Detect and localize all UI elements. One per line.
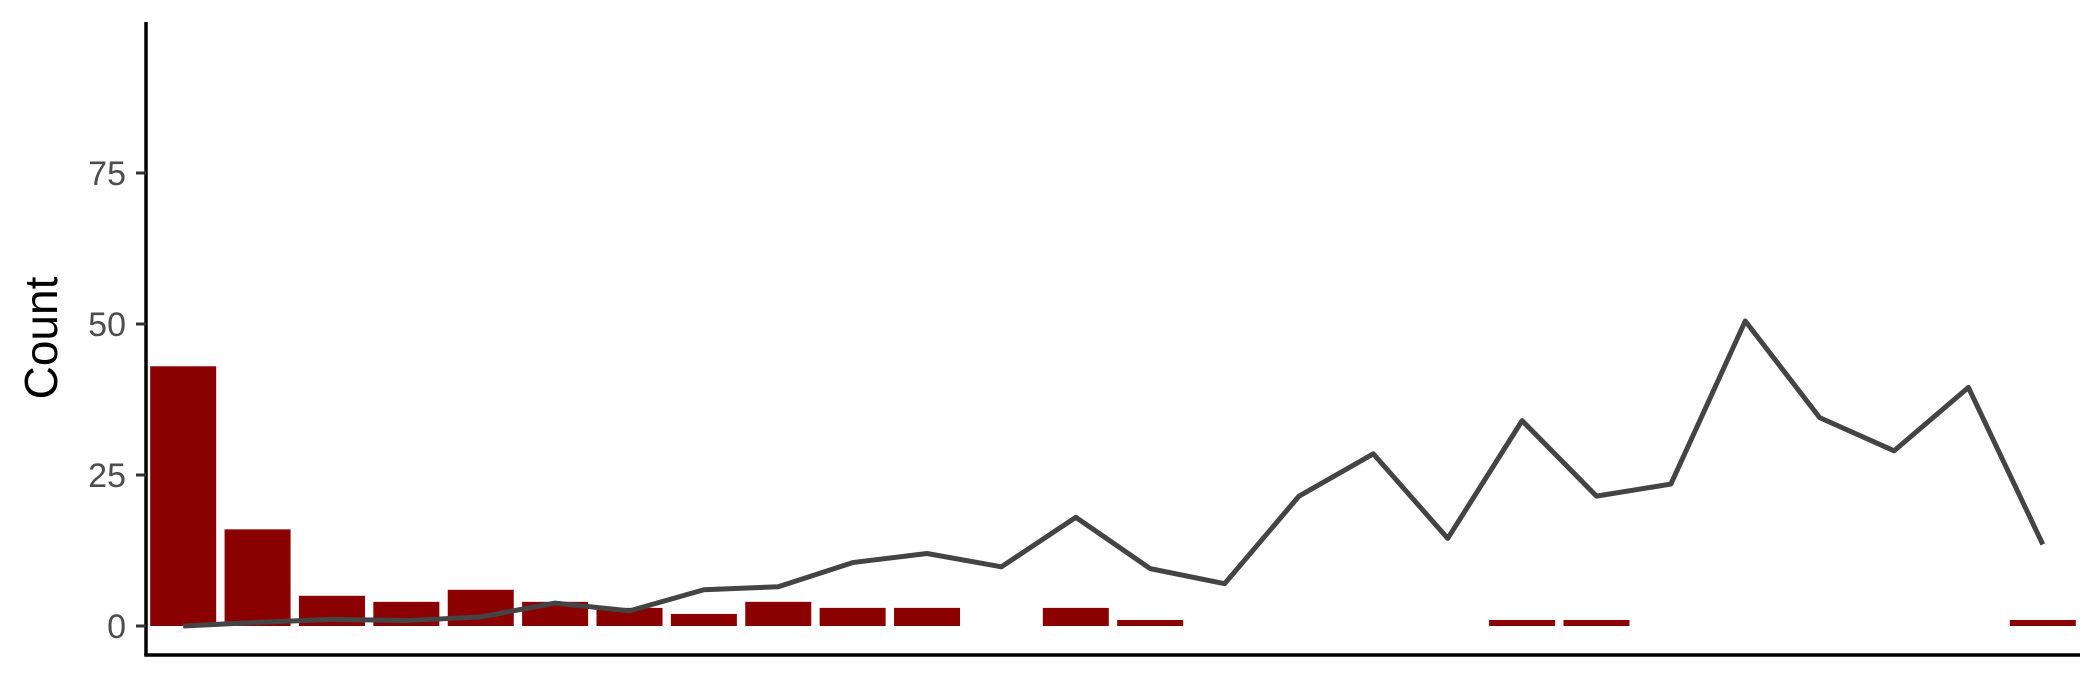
- bar: [894, 607, 961, 626]
- bar: [1563, 619, 1630, 626]
- y-tick-label: 50: [88, 306, 126, 344]
- bar: [224, 529, 291, 626]
- y-tick-label: 75: [88, 155, 126, 193]
- y-tick-label: 0: [107, 608, 126, 646]
- bar: [670, 613, 737, 626]
- bar: [819, 607, 886, 626]
- trend-line: [183, 318, 2046, 629]
- line-layer: [183, 318, 2046, 629]
- bar: [150, 366, 217, 626]
- bar: [1117, 619, 1184, 626]
- axes-layer: 0 25 50 75: [88, 22, 2080, 657]
- y-tick-label: 25: [88, 457, 126, 495]
- bar: [745, 601, 812, 626]
- y-axis-title: Count: [15, 276, 67, 399]
- bars-layer: [150, 366, 2076, 626]
- bar: [2009, 619, 2076, 626]
- bar: [596, 607, 663, 626]
- bar: [1489, 619, 1556, 626]
- bar: [1042, 607, 1109, 626]
